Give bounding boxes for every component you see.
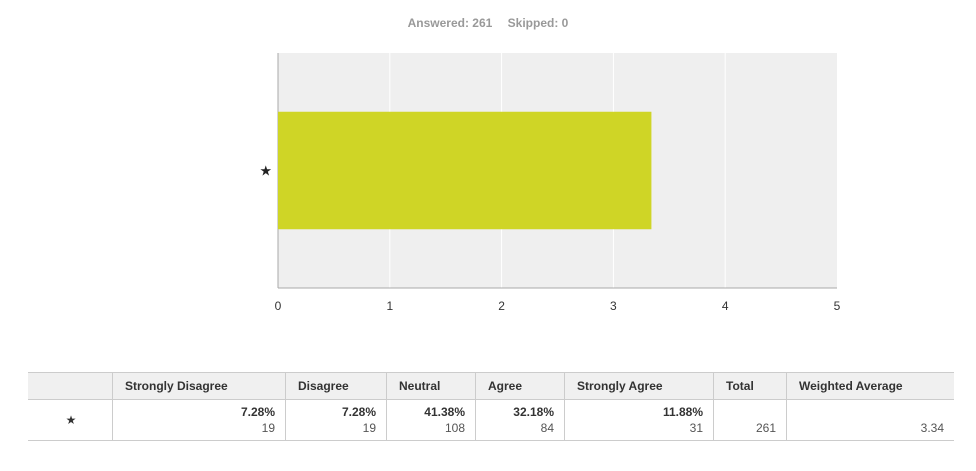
x-tick-label: 3 [610, 299, 617, 313]
header-strongly-agree: Strongly Agree [564, 372, 714, 400]
count-strongly-agree: 31 [689, 421, 703, 435]
header-strongly-disagree: Strongly Disagree [112, 372, 286, 400]
header-total: Total [713, 372, 787, 400]
skipped-count: Skipped: 0 [507, 16, 569, 30]
cell-total: 261 [713, 399, 787, 441]
bar-chart: 0 1 2 3 4 5 ★ [259, 53, 841, 313]
cell-neutral: 41.38% 108 [386, 399, 476, 441]
table-header-row: Strongly Disagree Disagree Neutral Agree… [28, 372, 954, 400]
header-row-label [28, 372, 113, 400]
response-summary: Answered: 261 Skipped: 0 [0, 16, 976, 30]
bar [278, 111, 652, 230]
results-table: Strongly Disagree Disagree Neutral Agree… [28, 372, 954, 441]
cell-strongly-disagree: 7.28% 19 [112, 399, 286, 441]
count-agree: 84 [540, 421, 554, 435]
pct-strongly-disagree: 7.28% [240, 405, 275, 419]
weighted-average-value: 3.34 [920, 421, 944, 435]
answered-count: Answered: 261 [407, 16, 493, 30]
x-tick-label: 2 [498, 299, 505, 313]
cell-disagree: 7.28% 19 [285, 399, 387, 441]
x-tick-label: 5 [834, 299, 841, 313]
count-neutral: 108 [444, 421, 465, 435]
row-label-star: ★ [28, 399, 113, 441]
header-disagree: Disagree [285, 372, 387, 400]
header-weighted-average: Weighted Average [786, 372, 954, 400]
pct-disagree: 7.28% [341, 405, 376, 419]
count-disagree: 19 [362, 421, 376, 435]
table-row: ★ 7.28% 19 7.28% 19 41.38% 108 32.18% 84… [28, 399, 954, 441]
pct-strongly-agree: 11.88% [662, 405, 703, 419]
category-label: ★ [259, 164, 272, 180]
header-neutral: Neutral [386, 372, 476, 400]
cell-strongly-agree: 11.88% 31 [564, 399, 714, 441]
x-tick-label: 1 [386, 299, 393, 313]
pct-agree: 32.18% [513, 405, 554, 419]
x-tick-label: 4 [722, 299, 729, 313]
header-agree: Agree [475, 372, 565, 400]
pct-neutral: 41.38% [424, 405, 465, 419]
total-count: 261 [755, 421, 776, 435]
cell-agree: 32.18% 84 [475, 399, 565, 441]
cell-weighted-average: 3.34 [786, 399, 954, 441]
count-strongly-disagree: 19 [261, 421, 275, 435]
x-tick-label: 0 [275, 299, 282, 313]
